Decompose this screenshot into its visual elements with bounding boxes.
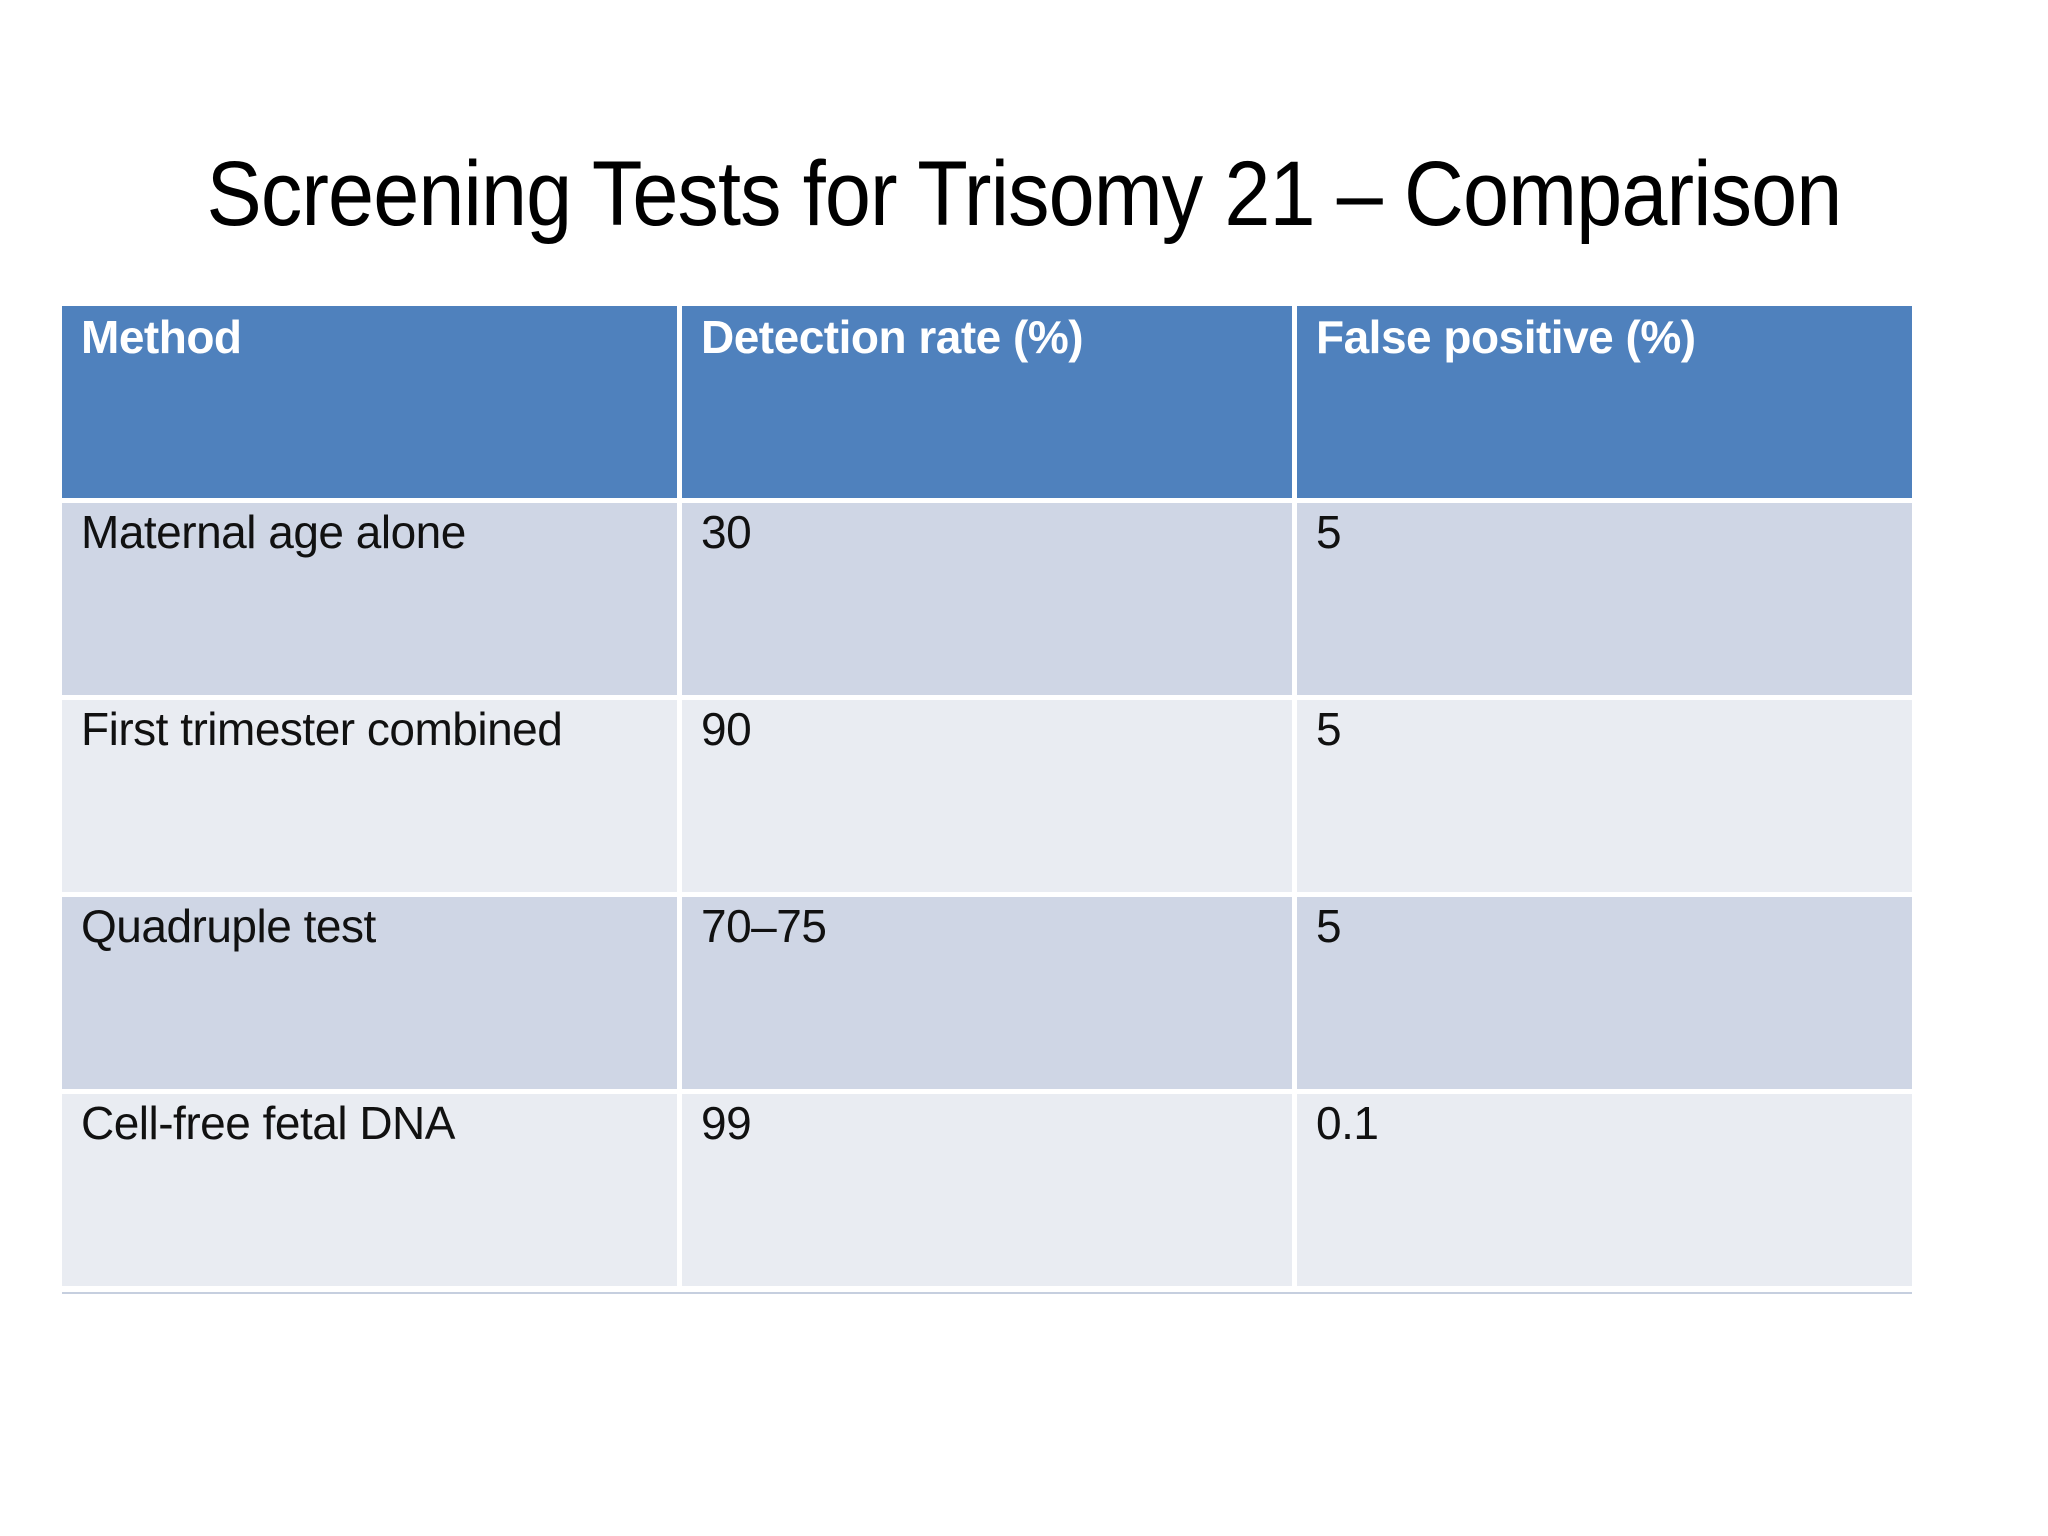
cell-row0-false-positive: 5 bbox=[1297, 503, 1912, 695]
cell-row1-false-positive: 5 bbox=[1297, 700, 1912, 892]
column-header-detection-rate: Detection rate (%) bbox=[682, 306, 1292, 498]
cell-row3-false-positive: 0.1 bbox=[1297, 1094, 1912, 1286]
cell-row2-method: Quadruple test bbox=[62, 897, 677, 1089]
cell-row3-method: Cell-free fetal DNA bbox=[62, 1094, 677, 1286]
column-header-false-positive: False positive (%) bbox=[1297, 306, 1912, 498]
cell-row2-false-positive: 5 bbox=[1297, 897, 1912, 1089]
cell-row0-detection-rate: 30 bbox=[682, 503, 1292, 695]
slide-title: Screening Tests for Trisomy 21 – Compari… bbox=[206, 143, 1843, 245]
cell-row0-method: Maternal age alone bbox=[62, 503, 677, 695]
cell-row3-detection-rate: 99 bbox=[682, 1094, 1292, 1286]
table-bottom-border bbox=[62, 1292, 1912, 1294]
cell-row1-method: First trimester combined bbox=[62, 700, 677, 892]
column-header-method: Method bbox=[62, 306, 677, 498]
cell-row2-detection-rate: 70–75 bbox=[682, 897, 1292, 1089]
cell-row1-detection-rate: 90 bbox=[682, 700, 1292, 892]
screening-comparison-table: Method Detection rate (%) False positive… bbox=[62, 306, 1912, 1286]
